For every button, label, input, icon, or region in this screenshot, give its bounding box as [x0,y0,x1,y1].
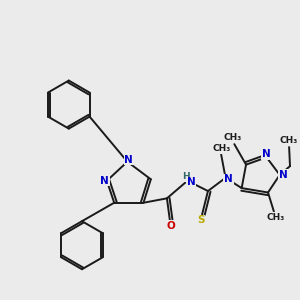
Text: CH₃: CH₃ [224,133,242,142]
Text: H: H [182,172,190,181]
Text: S: S [197,215,204,225]
Text: N: N [100,176,109,186]
Text: O: O [167,220,176,231]
Text: N: N [279,170,288,180]
Text: N: N [224,174,233,184]
Text: CH₃: CH₃ [266,213,284,222]
Text: N: N [262,149,270,159]
Text: CH₃: CH₃ [280,136,298,145]
Text: CH₃: CH₃ [212,144,230,153]
Text: N: N [124,155,133,165]
Text: N: N [187,177,195,187]
